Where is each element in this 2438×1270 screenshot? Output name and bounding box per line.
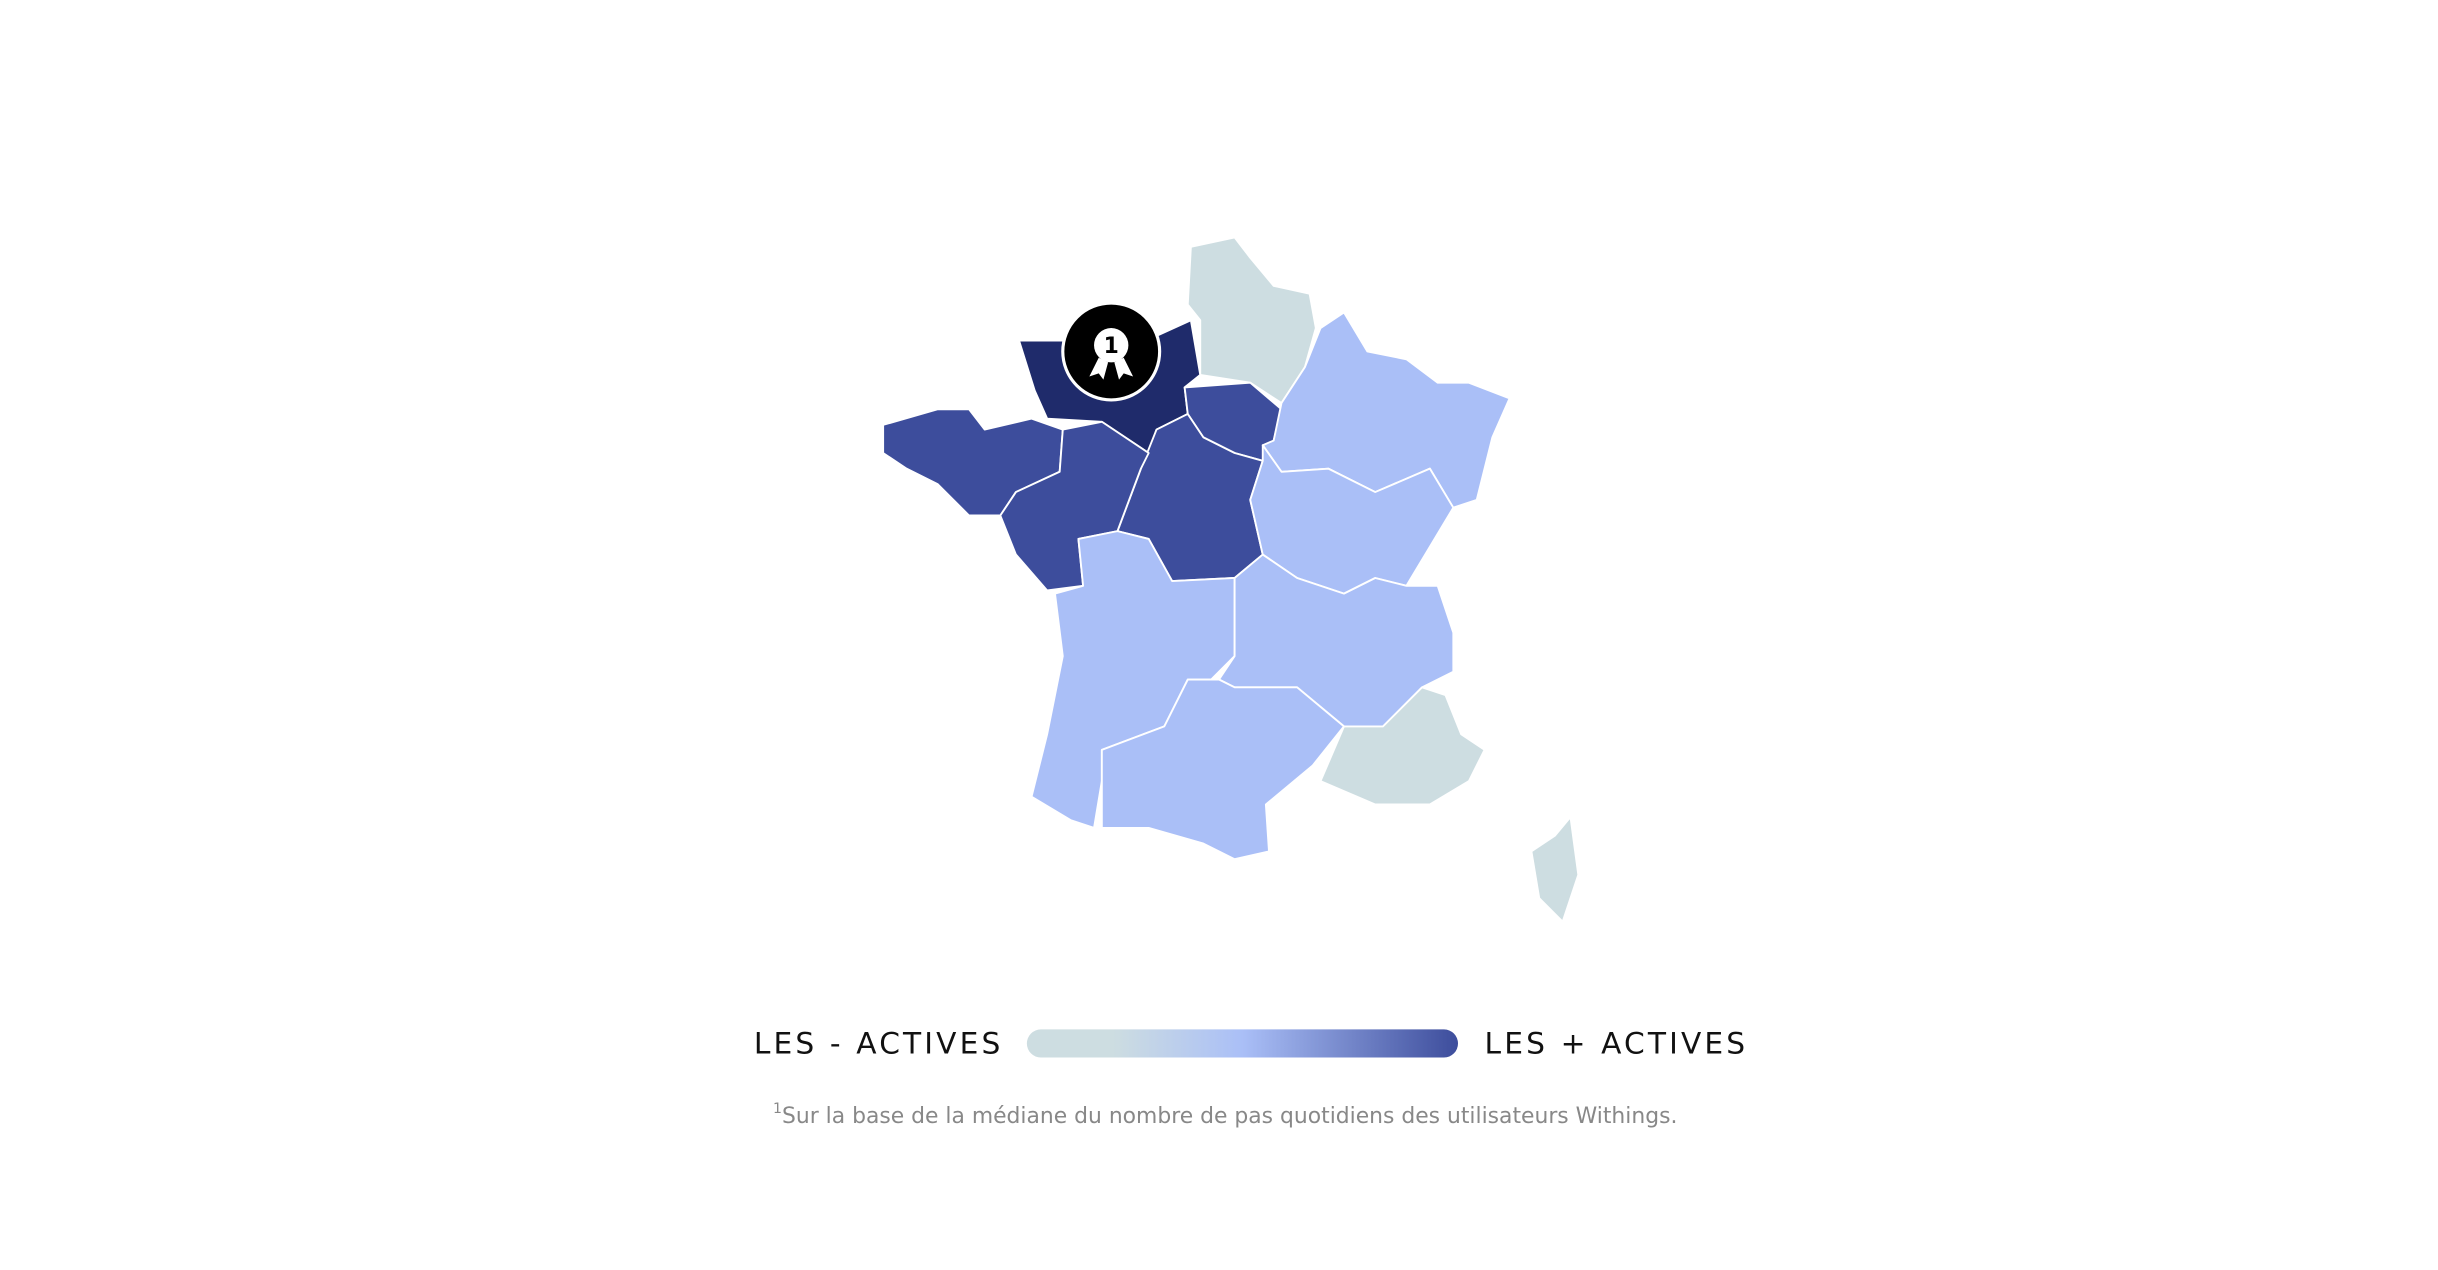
legend-gradient [1026,1029,1459,1058]
region [1100,678,1345,861]
region [1319,686,1486,806]
footnote: 1Sur la base de la médiane du nombre de … [773,1101,1677,1129]
badge-ribbon [1114,357,1134,380]
badge-ribbon [1089,357,1109,380]
legend-high-label: LES + ACTIVES [1485,1026,1749,1061]
footnote-marker: 1 [773,1101,782,1117]
footnote-text: Sur la base de la médiane du nombre de p… [782,1104,1677,1129]
france-map [882,236,1580,923]
legend: LES - ACTIVES LES + ACTIVES [754,1026,1749,1061]
rank-badge: 1 [1061,301,1162,402]
legend-low-label: LES - ACTIVES [754,1026,1004,1061]
badge-medal [1094,328,1129,363]
region [1530,816,1580,923]
badge-label: 1 [1104,334,1119,359]
